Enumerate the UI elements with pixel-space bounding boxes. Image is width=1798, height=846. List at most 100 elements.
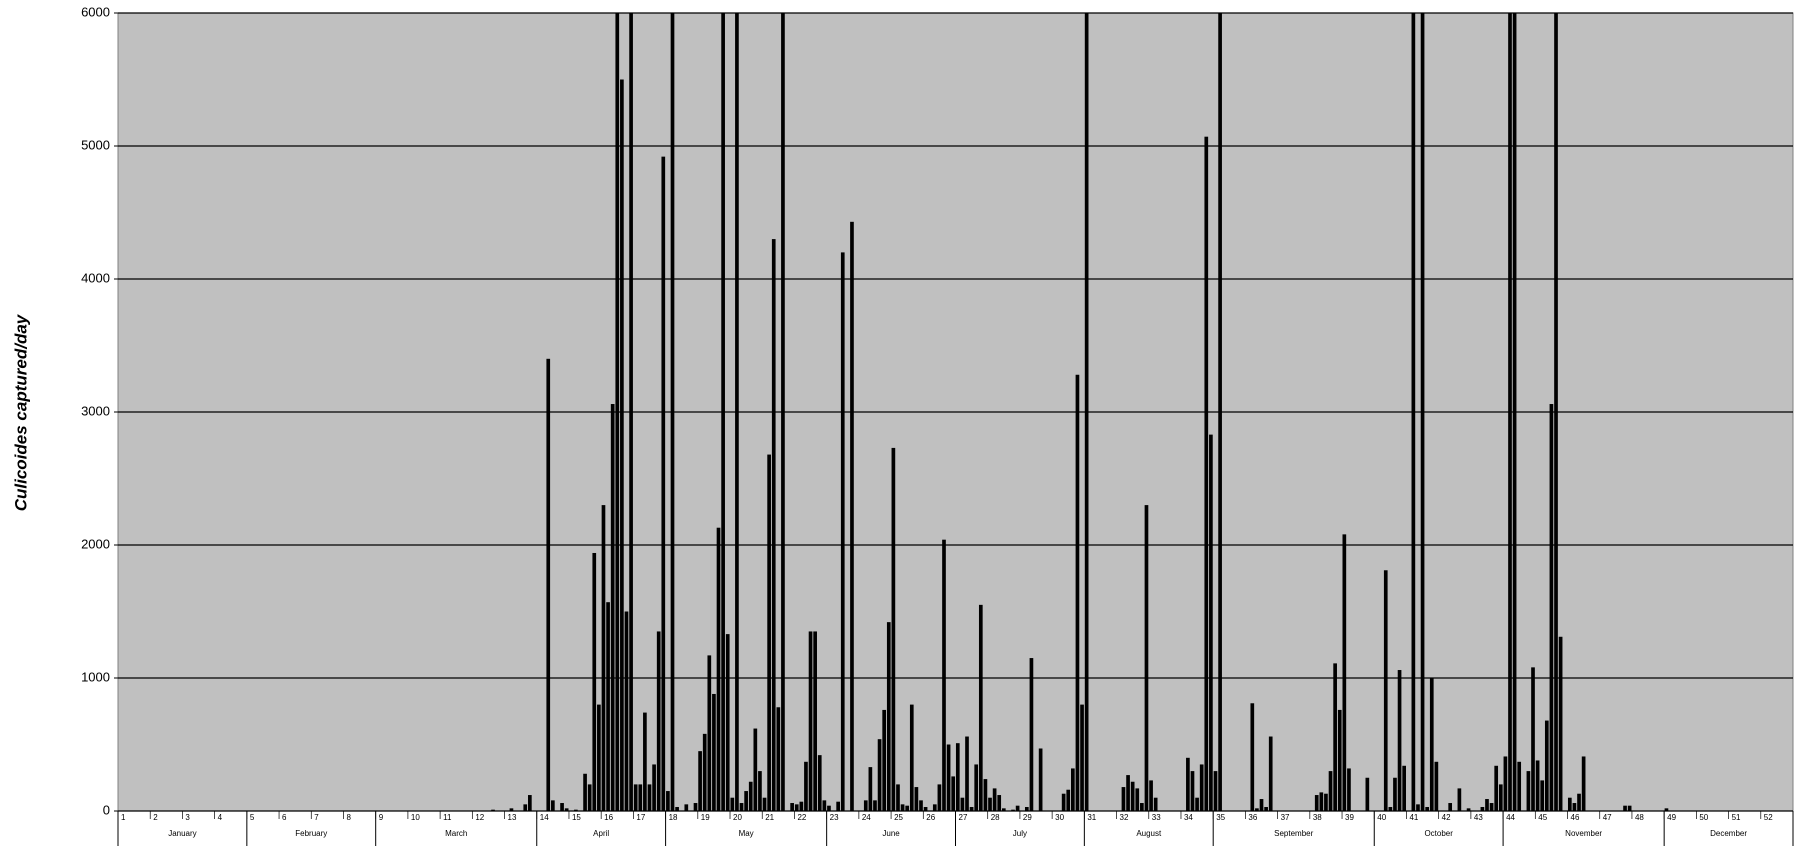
bar xyxy=(1416,804,1420,811)
bar xyxy=(992,788,997,811)
bar xyxy=(1531,667,1535,811)
bar xyxy=(1535,760,1540,811)
bar xyxy=(1544,720,1549,811)
bar xyxy=(969,807,974,811)
bar xyxy=(753,728,758,811)
bar xyxy=(1135,788,1140,811)
bar xyxy=(1480,807,1485,811)
bar xyxy=(597,704,601,811)
bar xyxy=(592,552,597,811)
bar xyxy=(1448,803,1453,811)
bar xyxy=(1075,374,1080,811)
bar xyxy=(914,787,919,811)
bar xyxy=(923,807,928,811)
month-label: May xyxy=(739,829,754,838)
bar xyxy=(1195,797,1199,811)
bar xyxy=(1365,777,1370,811)
bar xyxy=(606,602,610,811)
bar xyxy=(1209,434,1213,811)
bar xyxy=(638,784,643,811)
bar xyxy=(633,784,638,811)
bar xyxy=(909,704,914,811)
bar xyxy=(836,801,840,811)
bar xyxy=(615,13,620,811)
x-tick-label: 11 xyxy=(443,813,452,822)
month-label: September xyxy=(1274,829,1313,838)
bar xyxy=(873,800,877,811)
bar xyxy=(1190,771,1195,811)
bar xyxy=(693,803,698,811)
bar xyxy=(1186,757,1190,811)
bar xyxy=(813,631,817,811)
bar xyxy=(1517,761,1522,811)
bar xyxy=(1466,808,1471,811)
bar xyxy=(670,13,675,811)
bar xyxy=(528,795,532,811)
bar xyxy=(794,804,799,811)
bar xyxy=(868,767,873,811)
bar xyxy=(1038,748,1043,811)
bar xyxy=(997,795,1002,811)
bar xyxy=(965,736,969,811)
bar xyxy=(1393,777,1397,811)
bar xyxy=(937,784,942,811)
bar xyxy=(1627,805,1632,811)
bar xyxy=(840,252,845,811)
bar xyxy=(0,810,4,811)
bar xyxy=(1388,807,1393,811)
x-tick-label: 15 xyxy=(572,813,581,822)
y-tick-label: 0 xyxy=(103,802,110,817)
bar xyxy=(1080,704,1084,811)
x-tick-label: 22 xyxy=(797,813,806,822)
bar xyxy=(744,791,748,811)
bar xyxy=(1489,803,1494,811)
bar xyxy=(1457,788,1462,811)
bar xyxy=(1213,771,1218,811)
bar xyxy=(988,797,992,811)
x-tick-label: 8 xyxy=(346,813,351,822)
x-tick-label: 12 xyxy=(475,813,484,822)
bar xyxy=(583,773,587,811)
bar xyxy=(1319,792,1324,811)
bar xyxy=(735,13,739,811)
bar xyxy=(891,447,896,811)
bar xyxy=(1494,765,1499,811)
bar xyxy=(1218,13,1222,811)
x-tick-label: 37 xyxy=(1281,813,1290,822)
bar xyxy=(790,803,794,811)
x-tick-label: 38 xyxy=(1313,813,1322,822)
bar xyxy=(1324,793,1328,811)
bar xyxy=(942,539,946,811)
bar xyxy=(629,13,633,811)
bar xyxy=(1029,658,1034,811)
bar xyxy=(725,634,730,811)
bar xyxy=(804,761,808,811)
x-tick-label: 52 xyxy=(1764,813,1773,822)
x-tick-label: 32 xyxy=(1120,813,1129,822)
bar xyxy=(978,604,983,811)
bar xyxy=(1250,703,1255,811)
x-tick-label: 19 xyxy=(701,813,710,822)
bar xyxy=(905,805,910,811)
bar xyxy=(946,744,951,811)
x-tick-label: 41 xyxy=(1409,813,1418,822)
bar xyxy=(1512,13,1517,811)
bar xyxy=(546,358,551,811)
x-tick-label: 2 xyxy=(153,813,158,822)
x-tick-label: 30 xyxy=(1055,813,1064,822)
bar xyxy=(877,739,882,811)
bar xyxy=(1199,764,1204,811)
bar xyxy=(1071,768,1075,811)
bar xyxy=(491,809,495,811)
bar xyxy=(1255,808,1259,811)
bar xyxy=(587,784,592,811)
x-tick-label: 39 xyxy=(1345,813,1354,822)
x-tick-label: 21 xyxy=(765,813,774,822)
x-tick-label: 1 xyxy=(121,813,126,822)
bar xyxy=(712,693,716,811)
bar xyxy=(983,779,988,811)
x-tick-label: 25 xyxy=(894,813,903,822)
bar xyxy=(1383,570,1388,811)
x-tick-label: 43 xyxy=(1474,813,1483,822)
